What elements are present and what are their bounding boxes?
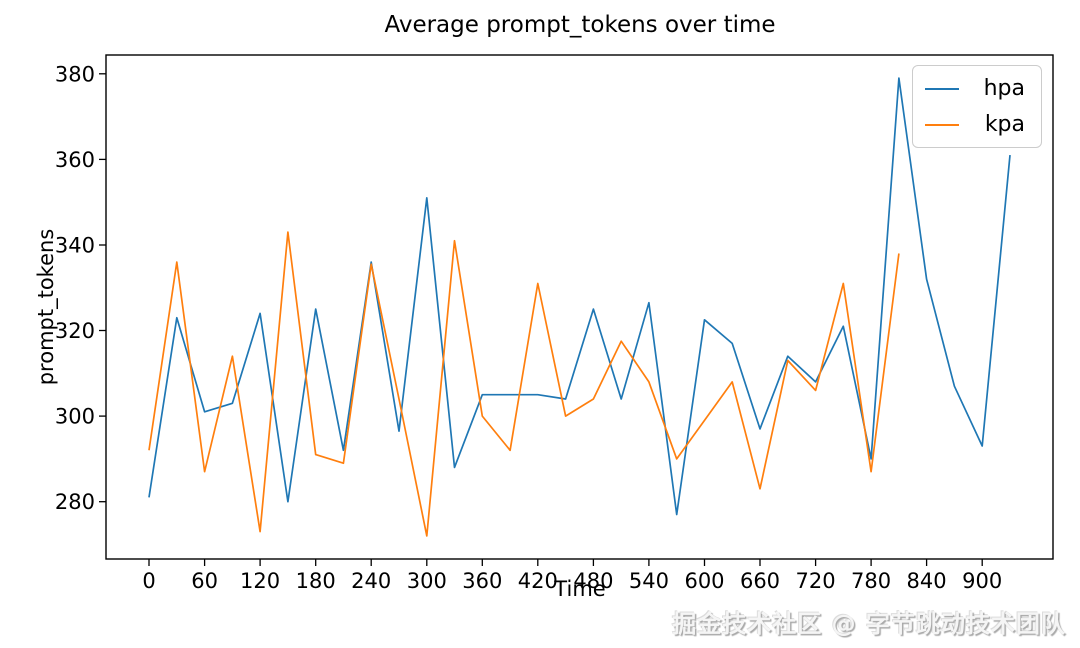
y-tick-label: 380 (55, 62, 95, 86)
y-tick-label: 280 (55, 490, 95, 514)
legend-line-swatch-hpa (925, 87, 959, 90)
x-tick-label: 600 (684, 569, 724, 593)
x-tick-label: 60 (191, 569, 218, 593)
legend-item-hpa: hpa (925, 75, 1027, 102)
x-tick-label: 0 (142, 569, 155, 593)
y-tick-label: 320 (55, 319, 95, 343)
legend-label: kpa (984, 112, 1025, 137)
x-tick-label: 180 (296, 569, 336, 593)
legend: hpa kpa (912, 65, 1042, 148)
y-tick-label: 360 (55, 148, 95, 172)
series-line-kpa (148, 231, 900, 537)
x-tick-label: 660 (740, 569, 780, 593)
legend-line-swatch-kpa (925, 123, 959, 126)
y-tick-label: 340 (55, 234, 95, 258)
x-tick-label: 420 (518, 569, 558, 593)
x-tick-label: 720 (796, 569, 836, 593)
legend-label: hpa (983, 76, 1025, 101)
y-tick-label: 300 (55, 405, 95, 429)
x-tick-label: 360 (462, 569, 502, 593)
x-axis-title: Time (554, 577, 606, 601)
chart-title: Average prompt_tokens over time (384, 12, 776, 38)
series-line-hpa (148, 77, 1011, 516)
x-tick-label: 240 (351, 569, 391, 593)
y-axis-title: prompt_tokens (34, 228, 58, 386)
x-tick-label: 300 (407, 569, 447, 593)
x-tick-label: 120 (240, 569, 280, 593)
x-tick-label: 780 (851, 569, 891, 593)
watermark-text: 掘金技术社区 @ 字节跳动技术团队 (672, 610, 1066, 638)
x-tick-label: 540 (629, 569, 669, 593)
legend-item-kpa: kpa (925, 111, 1027, 138)
x-tick-label: 480 (573, 569, 613, 593)
x-tick-label: 840 (907, 569, 947, 593)
x-tick-label: 900 (962, 569, 1002, 593)
plot-border (105, 54, 1054, 560)
